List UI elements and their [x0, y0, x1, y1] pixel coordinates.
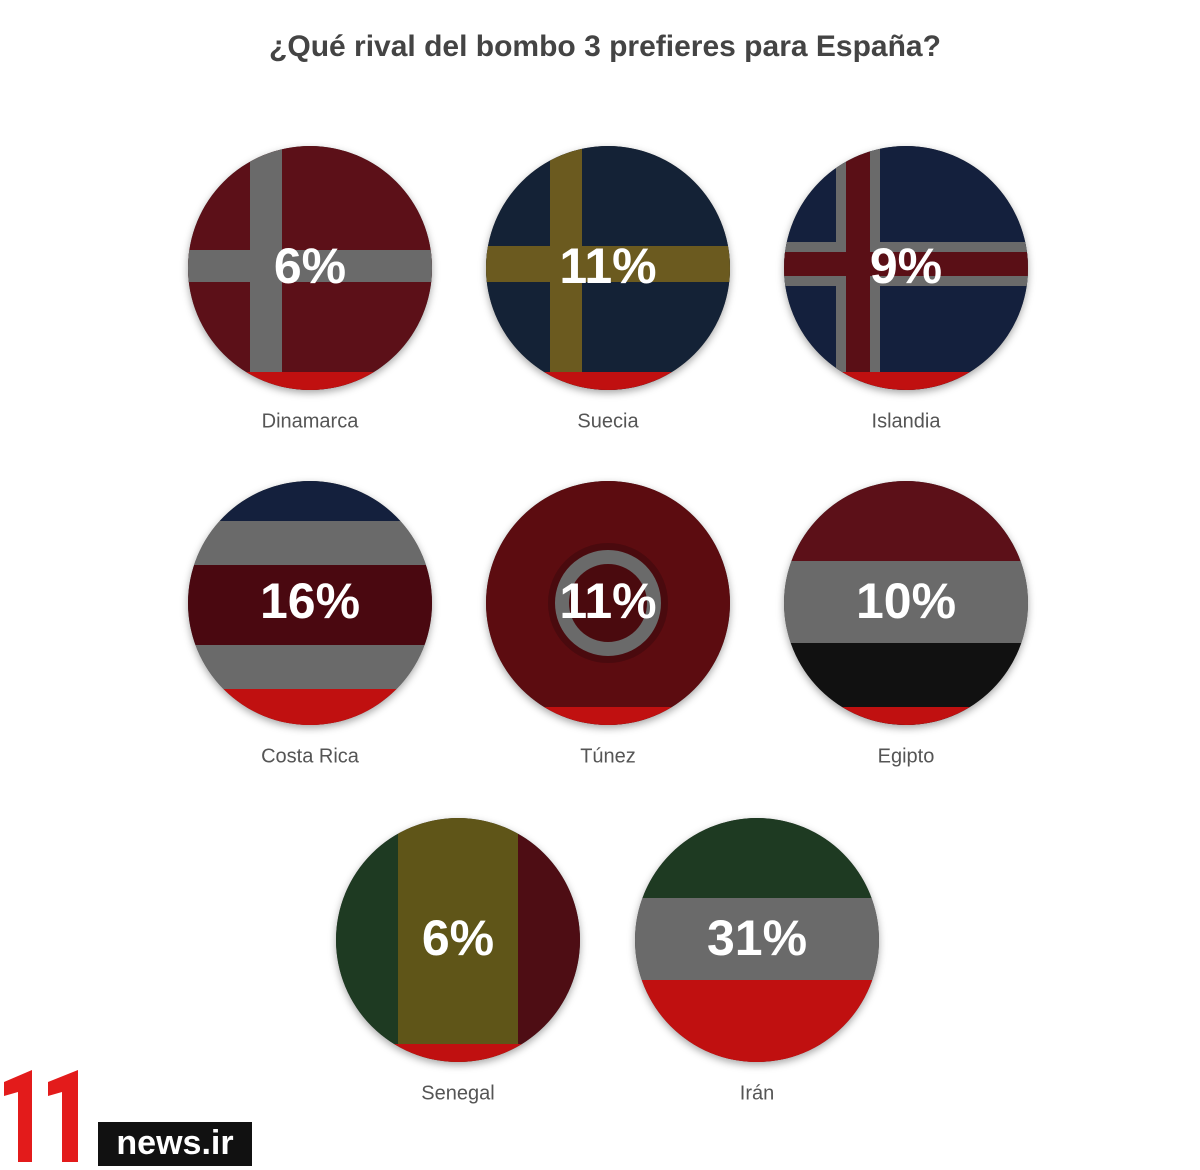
option-percent: 6%	[274, 238, 346, 294]
option-label: Senegal	[421, 1082, 494, 1104]
flag-stripe	[635, 898, 879, 980]
poll-title: ¿Qué rival del bombo 3 prefieres para Es…	[269, 30, 941, 63]
flag	[784, 146, 1028, 390]
flag	[486, 146, 730, 390]
option-button[interactable]: 6%	[336, 818, 580, 1064]
option-label: Túnez	[580, 745, 636, 767]
option-percent: 31%	[707, 910, 807, 966]
option-button[interactable]: 11%	[486, 481, 730, 727]
option-label: Irán	[740, 1082, 774, 1104]
logo: news.ir	[4, 1070, 252, 1166]
flag-cross	[784, 252, 1028, 276]
option-label: Costa Rica	[261, 745, 360, 767]
flag-stripe	[188, 565, 432, 645]
flag	[784, 481, 1028, 725]
option-button[interactable]: 10%	[784, 481, 1028, 727]
option-label: Islandia	[872, 410, 942, 432]
option-percent: 10%	[856, 573, 956, 629]
option-percent: 11%	[559, 238, 656, 294]
flag-crescent	[555, 550, 661, 656]
watermark: news.ir	[116, 1124, 233, 1162]
flag-stripe	[188, 521, 432, 565]
flag-stripe	[188, 645, 432, 689]
option-button[interactable]: 9%	[784, 146, 1028, 392]
option-button[interactable]: 11%	[486, 146, 730, 392]
option-percent: 6%	[422, 910, 494, 966]
option-button[interactable]: 6%	[188, 146, 432, 392]
flag-cross	[486, 246, 730, 282]
flag-stripe	[398, 818, 518, 1062]
option-percent: 9%	[870, 238, 942, 294]
option-label: Egipto	[878, 745, 935, 767]
option-percent: 11%	[559, 573, 656, 629]
flag-cross	[188, 250, 432, 282]
option-percent: 16%	[260, 573, 360, 629]
flag-stripe	[784, 561, 1028, 643]
option-button[interactable]: 31%	[635, 818, 879, 1064]
option-label: Suecia	[577, 410, 639, 432]
option-button[interactable]: 16%	[188, 481, 432, 729]
option-label: Dinamarca	[262, 410, 360, 432]
